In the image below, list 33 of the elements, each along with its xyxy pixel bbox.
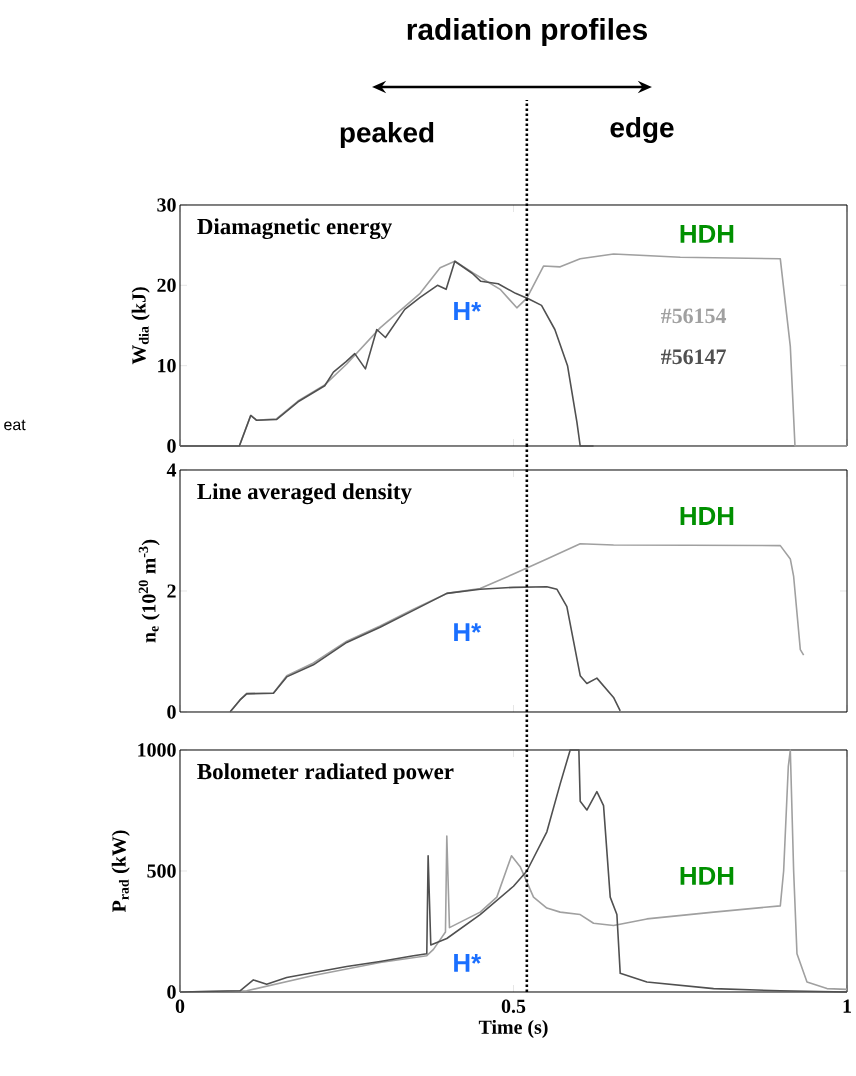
text: eat — [4, 419, 26, 431]
text: #56147 — [661, 349, 726, 365]
y-tick-label: 0 — [167, 439, 176, 453]
x-tick-label: 1 — [843, 999, 851, 1013]
y-tick-label: 30 — [157, 198, 176, 212]
line-series — [229, 585, 622, 713]
y-axis-title: P$_{rad}$ (kW) — [111, 830, 130, 913]
annotation: HDH — [680, 507, 734, 525]
y-tick-label: 2 — [167, 584, 176, 598]
line-series — [179, 260, 595, 447]
annotation: HDH — [680, 866, 734, 885]
text: Diamagnetic energy — [197, 218, 392, 240]
annotation: HDH — [680, 224, 734, 243]
text: Line averaged density — [197, 483, 412, 505]
annotation: H* — [454, 623, 482, 642]
annotation: H* — [454, 302, 482, 320]
text: #56154 — [661, 308, 727, 324]
y-tick-label: 0 — [167, 705, 176, 719]
y-tick-label: 4 — [166, 463, 177, 477]
text: edge — [610, 116, 674, 144]
y-axis-title: W$_{dia}$ (kJ) — [131, 287, 150, 365]
y-axis-title: n$_{e}$ (10$^{20}$ m$^{-3}$) — [138, 539, 160, 643]
y-tick-label: 20 — [157, 278, 176, 293]
y-tick-label: 1000 — [138, 743, 176, 757]
text: radiation profiles — [407, 18, 647, 46]
x-axis-title: Time (s) — [478, 1019, 548, 1038]
text: peaked — [340, 122, 434, 148]
text: Bolometer radiated power — [197, 763, 454, 784]
x-tick-label: 0.5 — [501, 999, 526, 1014]
y-tick-label: 0 — [167, 985, 176, 999]
annotation: H* — [454, 954, 482, 972]
y-tick-label: 500 — [147, 864, 176, 878]
y-tick-label: 10 — [158, 358, 176, 373]
